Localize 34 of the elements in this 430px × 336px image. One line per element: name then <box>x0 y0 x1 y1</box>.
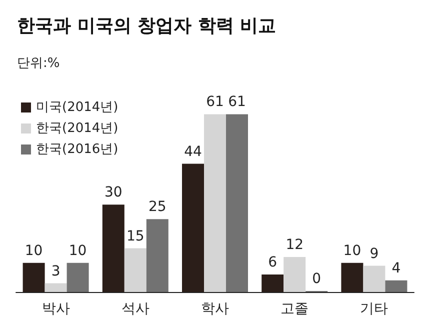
data-label: 61 <box>206 94 224 110</box>
data-label: 12 <box>286 237 304 254</box>
data-label: 44 <box>184 144 202 160</box>
x-tick-label: 학사 <box>201 301 229 317</box>
data-label: 0 <box>312 271 322 287</box>
data-label: 10 <box>24 242 43 259</box>
chart-subtitle: 단위:% <box>17 56 60 71</box>
x-tick-label: 박사 <box>42 301 70 317</box>
bar <box>44 283 67 292</box>
data-label: 10 <box>343 242 362 259</box>
bar <box>204 114 226 292</box>
data-label: 61 <box>228 94 246 110</box>
data-label: 30 <box>104 184 122 201</box>
legend-label: 한국(2014년) <box>36 121 118 136</box>
data-label: 9 <box>370 246 379 262</box>
data-label: 15 <box>126 228 144 244</box>
x-tick-label: 기타 <box>360 301 388 317</box>
x-tick-label: 고졸 <box>280 301 309 317</box>
bar <box>363 266 386 292</box>
data-label: 4 <box>392 260 401 276</box>
data-label: 6 <box>268 254 278 271</box>
bar <box>66 262 89 292</box>
x-tick-label: 석사 <box>121 301 150 317</box>
legend-label: 한국(2016년) <box>36 142 118 157</box>
bar <box>284 257 306 292</box>
legend-label: 미국(2014년) <box>36 100 118 115</box>
bar <box>124 248 146 292</box>
chart-title: 한국과 미국의 창업자 학력 비교 <box>17 16 276 36</box>
data-label: 10 <box>68 242 87 259</box>
bar <box>146 219 168 292</box>
bar <box>226 114 248 292</box>
bar <box>385 280 408 292</box>
data-label: 3 <box>51 263 60 280</box>
data-label: 25 <box>148 199 166 216</box>
